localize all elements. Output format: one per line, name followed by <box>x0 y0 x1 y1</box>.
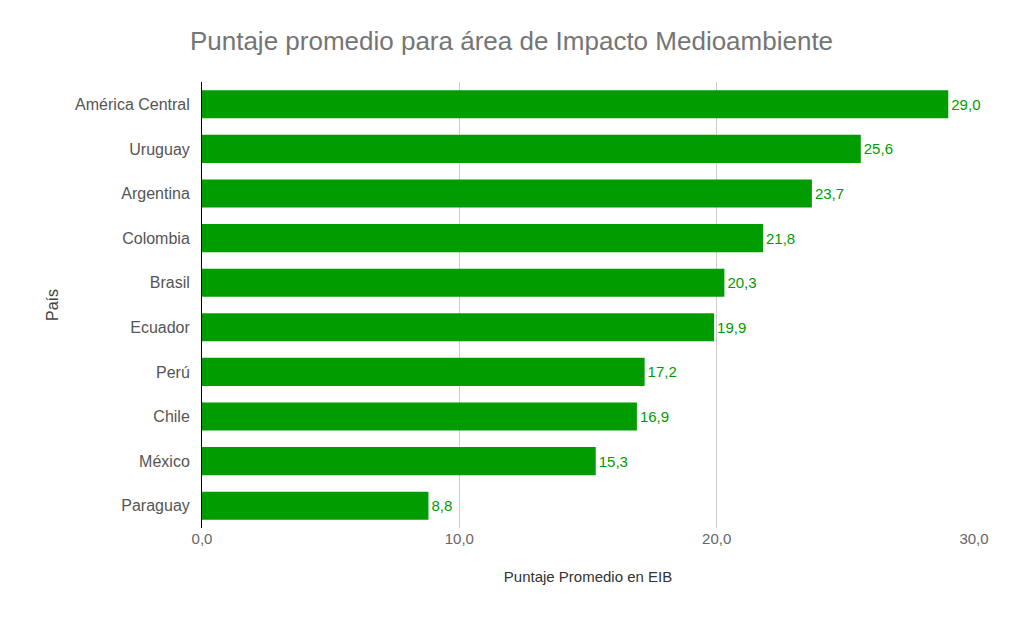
svg-text:23,7: 23,7 <box>815 185 844 202</box>
svg-text:Uruguay: Uruguay <box>129 141 189 158</box>
svg-text:8,8: 8,8 <box>431 497 452 514</box>
svg-text:Brasil: Brasil <box>150 274 190 291</box>
svg-text:29,0: 29,0 <box>951 96 980 113</box>
svg-text:Paraguay: Paraguay <box>121 497 190 514</box>
svg-text:16,9: 16,9 <box>640 408 669 425</box>
svg-text:20,3: 20,3 <box>727 274 756 291</box>
svg-text:21,8: 21,8 <box>766 230 795 247</box>
svg-text:País: País <box>44 289 61 321</box>
svg-text:Chile: Chile <box>153 408 190 425</box>
svg-text:México: México <box>139 453 190 470</box>
svg-text:Colombia: Colombia <box>122 230 190 247</box>
svg-text:15,3: 15,3 <box>599 453 628 470</box>
svg-text:América Central: América Central <box>75 96 190 113</box>
svg-text:0,0: 0,0 <box>192 530 213 547</box>
svg-text:19,9: 19,9 <box>717 319 746 336</box>
svg-text:20,0: 20,0 <box>702 530 731 547</box>
svg-text:Perú: Perú <box>156 364 190 381</box>
svg-text:25,6: 25,6 <box>864 140 893 157</box>
svg-text:30,0: 30,0 <box>959 530 988 547</box>
svg-text:Argentina: Argentina <box>121 185 190 202</box>
svg-text:10,0: 10,0 <box>445 530 474 547</box>
svg-text:17,2: 17,2 <box>648 363 677 380</box>
svg-text:Puntaje promedio para área de: Puntaje promedio para área de Impacto Me… <box>190 26 833 56</box>
svg-text:Puntaje Promedio en EIB: Puntaje Promedio en EIB <box>504 568 672 585</box>
svg-text:Ecuador: Ecuador <box>130 319 190 336</box>
